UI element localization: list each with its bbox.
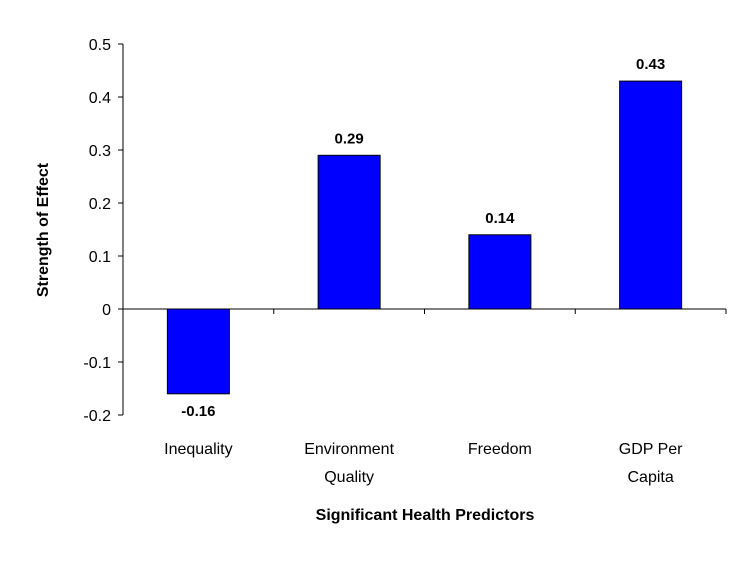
- data-label: 0.43: [636, 56, 665, 73]
- y-tick-label: 0.2: [89, 196, 111, 213]
- y-tick-label: -0.1: [83, 355, 111, 372]
- category-labels-group: Inequality Environment Quality Freedom GDP P…: [164, 441, 683, 486]
- data-labels-group: -0.16 0.29 0.14 0.43: [181, 56, 665, 420]
- bar: [317, 154, 381, 310]
- y-tick-label: 0.5: [89, 37, 111, 54]
- y-tick-label: 0: [102, 302, 111, 319]
- bar: [619, 80, 683, 310]
- data-label: 0.14: [485, 210, 515, 227]
- x-axis-title: Significant Health Predictors: [316, 507, 535, 524]
- x-tick-label: Freedom: [468, 441, 532, 458]
- x-tick-label: Capita: [628, 469, 674, 486]
- data-label: 0.29: [335, 130, 364, 147]
- bars-group: [166, 80, 683, 395]
- y-axis-title: Strength of Effect: [35, 162, 52, 297]
- bar: [468, 234, 532, 310]
- y-ticks-group: -0.2 -0.1 0 0.1 0.2 0.3 0.4 0.5: [83, 37, 123, 425]
- bar: [166, 308, 230, 395]
- y-tick-label: 0.1: [89, 249, 111, 266]
- x-tick-label: Quality: [324, 469, 374, 486]
- y-tick-label: 0.3: [89, 143, 111, 160]
- y-tick-label: -0.2: [83, 408, 111, 425]
- y-tick-label: 0.4: [89, 90, 111, 107]
- x-ticks-group: [273, 309, 727, 314]
- data-label: -0.16: [181, 403, 215, 420]
- x-tick-label: Environment: [304, 441, 394, 458]
- x-tick-label: GDP Per: [619, 441, 683, 458]
- x-tick-label: Inequality: [164, 441, 233, 458]
